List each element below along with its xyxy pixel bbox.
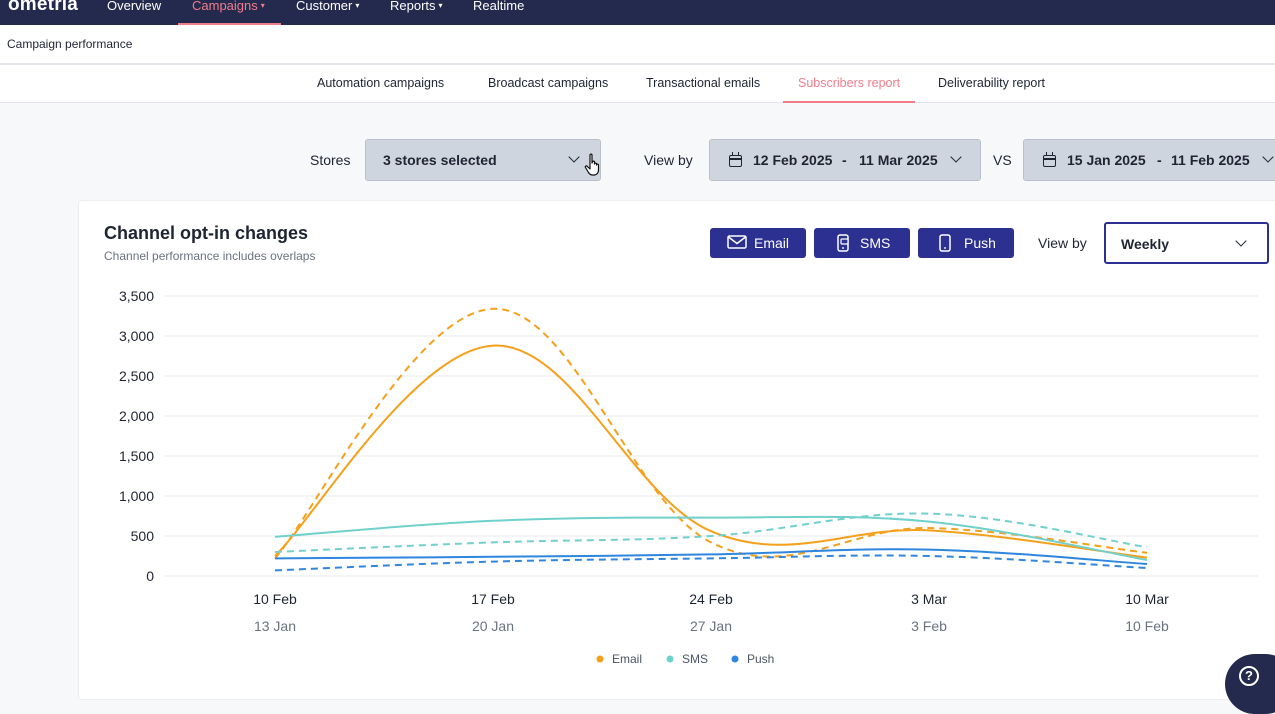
card-subtitle: Channel performance includes overlaps — [104, 249, 316, 263]
granularity-value: Weekly — [1121, 236, 1169, 252]
chevron-down-icon — [950, 151, 962, 163]
envelope-icon — [727, 235, 747, 249]
compare-range-separator: - — [1157, 152, 1162, 168]
sms-button-label: SMS — [860, 235, 891, 251]
x-tick-label: 10 Feb — [253, 591, 297, 607]
y-tick-label: 3,000 — [119, 328, 154, 344]
x-compare-tick-label: 3 Feb — [911, 618, 947, 634]
email-comparison-series-line — [274, 307, 1148, 560]
date-range-separator: - — [842, 152, 847, 168]
subheader: Campaign performance — [0, 25, 1275, 65]
page-title: Campaign performance — [7, 37, 133, 51]
optin-line-chart: 3,500 3,000 2,500 2,000 1,500 1,000 500 0 10 Fe… — [119, 288, 1258, 666]
x-compare-tick-label: 13 Jan — [254, 618, 296, 634]
y-tick-label: 3,500 — [119, 288, 154, 304]
chevron-down-icon — [568, 151, 580, 163]
tab-subscribers-report[interactable]: Subscribers report — [782, 76, 916, 103]
email-legend-marker — [596, 655, 604, 663]
stores-select-value: 3 stores selected — [383, 152, 497, 168]
stores-label: Stores — [310, 152, 351, 168]
chart-grid — [165, 295, 1258, 577]
x-tick-label: 24 Feb — [689, 591, 733, 607]
nav-realtime-label: Realtime — [473, 0, 525, 13]
nav-customer[interactable]: Customer ▾ — [296, 0, 359, 25]
help-button[interactable]: ? — [1225, 654, 1275, 714]
x-compare-tick-label: 27 Jan — [690, 618, 732, 634]
sms-legend-marker — [666, 655, 674, 663]
nav-reports[interactable]: Reports ▾ — [390, 0, 443, 25]
hand-pointer-icon — [584, 153, 600, 176]
compare-range-start: 15 Jan 2025 — [1067, 152, 1146, 168]
sms-current-series-line — [274, 515, 1148, 561]
calendar-icon — [729, 152, 742, 167]
push-current-series-line — [274, 548, 1148, 565]
x-tick-label: 3 Mar — [911, 591, 947, 607]
date-range-end: 11 Mar 2025 — [859, 152, 938, 168]
chart-series — [274, 307, 1148, 572]
push-channel-button[interactable]: Push — [918, 228, 1014, 258]
push-legend-label[interactable]: Push — [747, 652, 774, 666]
chevron-down-icon — [1235, 235, 1247, 247]
push-comparison-series-line — [274, 554, 1148, 572]
nav-overview-label: Overview — [107, 0, 162, 13]
chevron-down-icon: ▾ — [355, 1, 360, 10]
stores-select[interactable]: 3 stores selected — [365, 139, 601, 181]
tab-automation-campaigns[interactable]: Automation campaigns — [317, 76, 445, 90]
view-by-label: View by — [644, 152, 693, 168]
push-legend-marker — [731, 655, 739, 663]
x-tick-label: 17 Feb — [471, 591, 515, 607]
mobile-phone-icon — [939, 234, 951, 252]
tab-deliverability-report[interactable]: Deliverability report — [938, 76, 1045, 90]
vs-label: VS — [993, 152, 1012, 168]
card-title: Channel opt-in changes — [104, 223, 309, 243]
chevron-down-icon: ▾ — [260, 1, 265, 10]
chevron-down-icon — [1262, 151, 1274, 163]
chevron-down-icon: ▾ — [438, 1, 443, 10]
y-axis-ticks: 3,500 3,000 2,500 2,000 1,500 1,000 500 0 — [119, 288, 154, 584]
nav-overview[interactable]: Overview — [107, 0, 161, 25]
email-channel-button[interactable]: Email — [710, 228, 806, 258]
granularity-select[interactable]: Weekly — [1104, 222, 1269, 264]
email-current-series-line — [274, 344, 1148, 559]
report-tabs: Automation campaigns Broadcast campaigns… — [0, 65, 1275, 103]
date-range-select[interactable]: 12 Feb 2025 - 11 Mar 2025 — [709, 139, 981, 181]
sms-legend-label[interactable]: SMS — [682, 652, 708, 666]
y-tick-label: 500 — [131, 528, 155, 544]
y-tick-label: 1,000 — [119, 488, 154, 504]
card-view-by-label: View by — [1038, 235, 1087, 251]
sms-phone-icon — [837, 234, 849, 252]
email-legend-label[interactable]: Email — [612, 652, 642, 666]
nav-reports-label: Reports — [390, 0, 436, 13]
sms-channel-button[interactable]: SMS — [814, 228, 910, 258]
x-compare-tick-label: 10 Feb — [1125, 618, 1169, 634]
nav-campaigns[interactable]: Campaigns ▾ — [178, 0, 281, 25]
y-tick-label: 2,000 — [119, 408, 154, 424]
date-range-start: 12 Feb 2025 — [753, 152, 833, 168]
y-tick-label: 0 — [146, 568, 154, 584]
top-navigation: ometria Overview Campaigns ▾ Customer ▾ Re… — [0, 0, 1275, 25]
tab-broadcast-campaigns[interactable]: Broadcast campaigns — [488, 76, 609, 90]
email-button-label: Email — [754, 235, 790, 251]
x-tick-label: 10 Mar — [1125, 591, 1169, 607]
x-compare-tick-label: 20 Jan — [472, 618, 514, 634]
calendar-icon — [1043, 152, 1056, 167]
y-tick-label: 1,500 — [119, 448, 154, 464]
compare-range-end: 11 Feb 2025 — [1171, 152, 1250, 168]
nav-campaigns-label: Campaigns — [192, 0, 258, 13]
channel-optin-card — [78, 200, 1275, 700]
nav-realtime[interactable]: Realtime — [473, 0, 524, 25]
help-icon: ? — [1239, 666, 1259, 686]
sms-comparison-series-line — [274, 512, 1148, 553]
tab-transactional-emails[interactable]: Transactional emails — [646, 76, 761, 90]
x-axis-ticks: 10 Feb 13 Jan 17 Feb 20 Jan 24 Feb 27 Jan 3 Ma… — [253, 591, 1169, 634]
compare-range-select[interactable]: 15 Jan 2025 - 11 Feb 2025 — [1023, 139, 1275, 181]
ometria-logo[interactable]: ometria — [8, 0, 79, 15]
push-button-label: Push — [964, 235, 996, 251]
nav-customer-label: Customer — [296, 0, 353, 13]
chart-legend: Email SMS Push — [596, 652, 774, 666]
y-tick-label: 2,500 — [119, 368, 154, 384]
